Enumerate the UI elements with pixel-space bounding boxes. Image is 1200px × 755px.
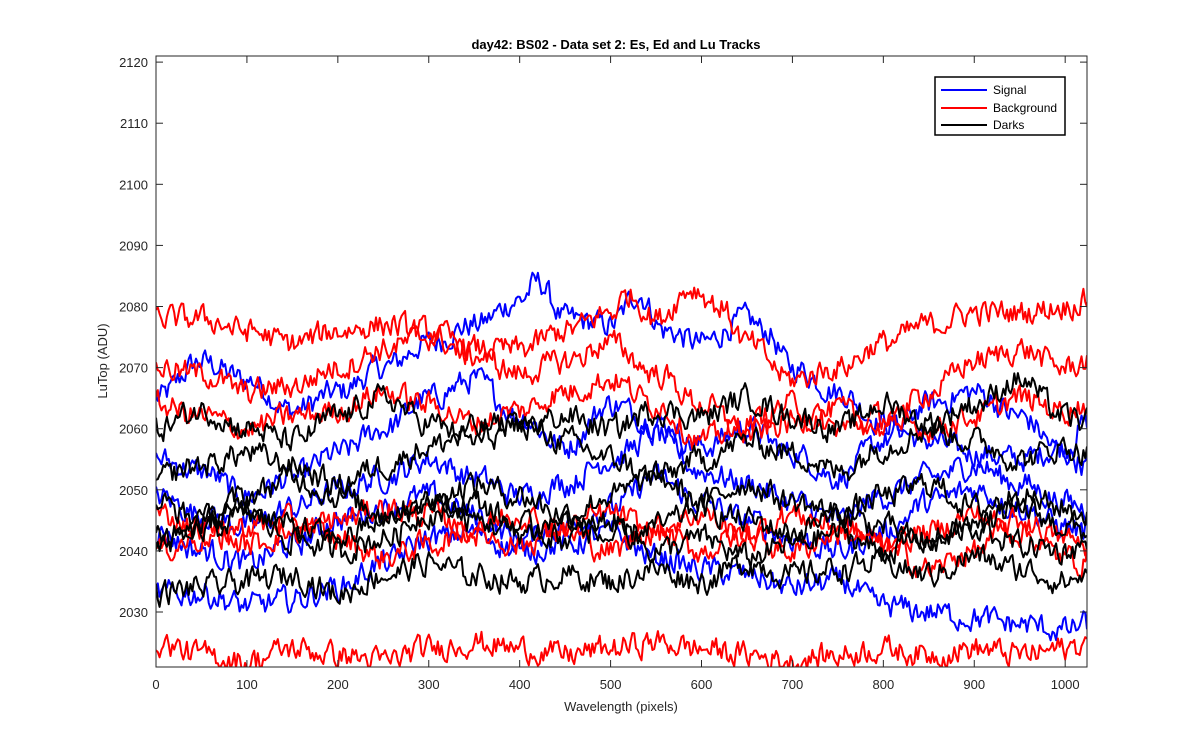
legend-label-background: Background: [993, 101, 1057, 115]
axes-box: [155, 55, 1088, 668]
x-tick-label: 1000: [1051, 677, 1080, 692]
y-tick-label: 2120: [119, 55, 148, 70]
x-tick-label: 700: [782, 677, 804, 692]
series-line-signal-0: [156, 271, 1087, 473]
series-line-darks-12: [156, 412, 1087, 496]
chart-title: day42: BS02 - Data set 2: Es, Ed and Lu …: [471, 37, 760, 52]
y-tick-label: 2090: [119, 238, 148, 253]
x-tick-label: 100: [236, 677, 258, 692]
y-tick-label: 2110: [120, 116, 148, 131]
y-tick-label: 2030: [119, 605, 148, 620]
y-tick-label: 2070: [119, 361, 148, 376]
y-axis: 2030 2040 2050 2060 2070 2080 2090 2100 2110 2120: [119, 55, 1087, 620]
series-layer: [156, 271, 1087, 667]
series-line-darks-11: [156, 372, 1087, 452]
y-tick-label: 2080: [119, 300, 148, 315]
series-line-background-9: [156, 498, 1087, 580]
y-tick-label: 2050: [119, 483, 148, 498]
series-line-background-5: [156, 286, 1087, 388]
x-tick-label: 0: [152, 677, 159, 692]
x-tick-label: 300: [418, 677, 440, 692]
series-line-signal-3: [156, 463, 1087, 572]
legend: Signal Background Darks: [934, 76, 1066, 136]
x-axis-title: Wavelength (pixels): [564, 699, 678, 714]
legend-label-darks: Darks: [993, 118, 1024, 132]
x-tick-label: 200: [327, 677, 349, 692]
series-line-signal-2: [156, 423, 1087, 537]
x-tick-label: 900: [963, 677, 985, 692]
series-line-darks-15: [156, 490, 1087, 569]
series-line-background-6: [156, 325, 1087, 444]
x-axis: 0 100 200 300 400 500 600 700 800 900 1000: [152, 56, 1080, 692]
x-tick-label: 600: [691, 677, 713, 692]
series-line-darks-16: [156, 543, 1087, 608]
series-line-signal-1: [156, 367, 1087, 508]
series-line-darks-13: [156, 460, 1087, 535]
x-tick-label: 500: [600, 677, 622, 692]
y-axis-title: LuTop (ADU): [95, 323, 110, 398]
y-tick-label: 2100: [119, 177, 148, 192]
series-line-background-10: [156, 630, 1087, 667]
y-tick-label: 2040: [119, 544, 148, 559]
x-tick-label: 800: [872, 677, 894, 692]
y-tick-label: 2060: [119, 422, 148, 437]
x-tick-label: 400: [509, 677, 531, 692]
legend-label-signal: Signal: [993, 83, 1026, 97]
